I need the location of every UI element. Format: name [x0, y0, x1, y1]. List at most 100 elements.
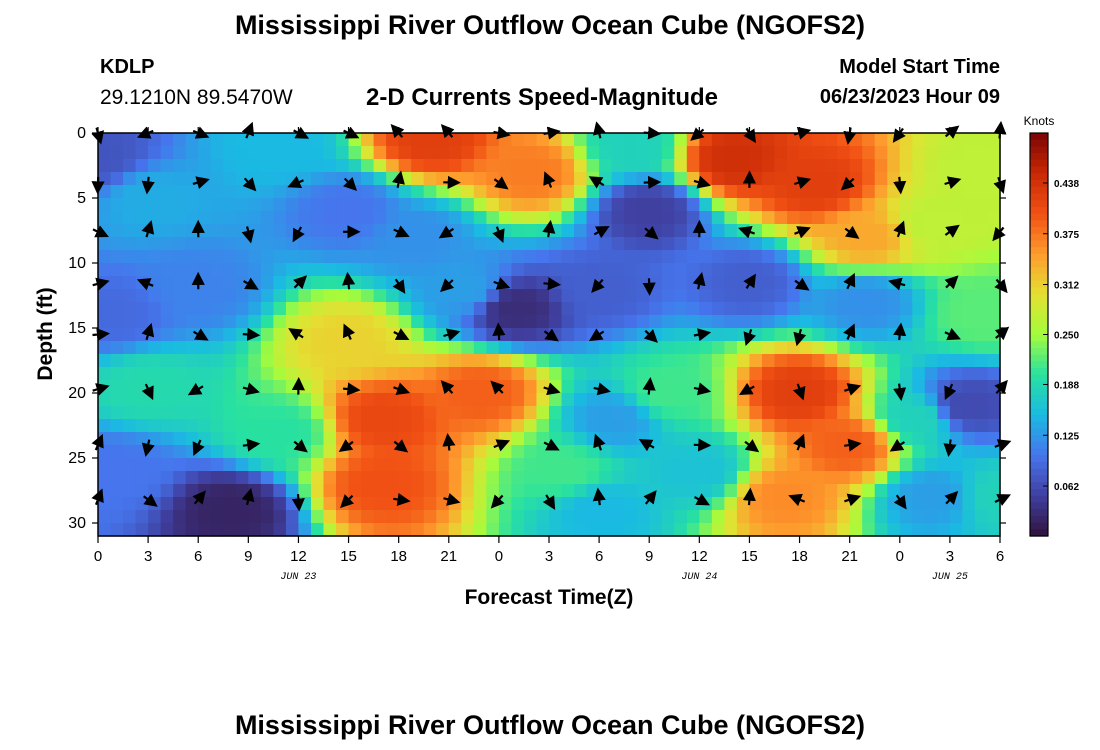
heatmap-cell — [298, 406, 312, 420]
current-vector-arrow — [944, 224, 960, 238]
heatmap-cell — [599, 432, 613, 446]
heatmap-cell — [536, 211, 550, 225]
heatmap-cell — [260, 510, 274, 524]
heatmap-cell — [874, 276, 888, 290]
heatmap-cell — [461, 523, 475, 537]
heatmap-cell — [924, 185, 938, 199]
heatmap-cell — [987, 146, 1001, 160]
heatmap-cell — [498, 354, 513, 368]
heatmap-cell — [699, 159, 713, 173]
heatmap-cell — [423, 133, 437, 147]
heatmap-cell — [849, 146, 863, 160]
heatmap-cell — [949, 484, 964, 498]
heatmap-cell — [461, 185, 475, 199]
heatmap-cell — [210, 367, 224, 381]
heatmap-cell — [210, 393, 224, 407]
heatmap-cell — [624, 159, 638, 173]
heatmap-cell — [198, 276, 212, 290]
heatmap-cell — [599, 133, 613, 147]
heatmap-cell — [436, 341, 450, 355]
heatmap-cell — [511, 302, 525, 316]
heatmap-cell — [411, 159, 425, 173]
heatmap-cell — [461, 250, 475, 264]
heatmap-cell — [674, 341, 688, 355]
heatmap-cell — [448, 406, 462, 420]
heatmap-cell — [273, 159, 287, 173]
colorbar-swatch — [1030, 220, 1048, 228]
heatmap-cell — [549, 406, 563, 420]
heatmap-cell — [185, 471, 199, 485]
heatmap-cell — [787, 224, 801, 238]
heatmap-cell — [473, 224, 487, 238]
heatmap-cell — [937, 276, 951, 290]
heatmap-cell — [185, 133, 199, 147]
heatmap-cell — [423, 302, 437, 316]
x-tick-label: 6 — [194, 548, 202, 565]
heatmap-cell — [812, 250, 826, 264]
heatmap-cell — [686, 172, 700, 186]
heatmap-cell — [210, 250, 224, 264]
heatmap-cell — [912, 497, 926, 511]
colorbar-tick-label: 0.188 — [1054, 380, 1079, 391]
heatmap-cell — [987, 419, 1001, 433]
heatmap-cell — [273, 276, 287, 290]
heatmap-cell — [173, 185, 187, 199]
heatmap-cell — [436, 406, 450, 420]
heatmap-cell — [624, 354, 638, 368]
heatmap-cell — [486, 367, 500, 381]
date-label: JUN 25 — [932, 572, 968, 583]
heatmap-cell — [198, 341, 212, 355]
heatmap-cell — [774, 380, 788, 394]
heatmap-cell — [549, 263, 563, 277]
current-vector-arrow — [141, 220, 155, 238]
heatmap-cell — [749, 185, 763, 199]
heatmap-cell — [749, 497, 763, 511]
heatmap-cell — [373, 458, 387, 472]
colorbar-tick-label: 0.250 — [1054, 331, 1079, 342]
heatmap-cell — [774, 276, 788, 290]
heatmap-cell — [523, 211, 538, 225]
heatmap-cell — [448, 445, 462, 459]
heatmap-cell — [110, 523, 124, 537]
heatmap-cell — [536, 185, 550, 199]
heatmap-cell — [98, 510, 112, 524]
heatmap-cell — [285, 263, 300, 277]
colorbar-swatch — [1030, 146, 1048, 154]
heatmap-cell — [974, 289, 989, 303]
heatmap-cell — [173, 419, 187, 433]
heatmap-cell — [148, 432, 162, 446]
heatmap-cell — [436, 523, 450, 537]
heatmap-cell — [874, 185, 888, 199]
heatmap-cell — [674, 458, 688, 472]
heatmap-cell — [461, 224, 475, 238]
current-vector-arrow — [944, 275, 959, 290]
x-axis-label: Forecast Time(Z) — [465, 586, 634, 609]
heatmap-cell — [574, 497, 588, 511]
heatmap-cell — [974, 146, 989, 160]
heatmap-cell — [724, 185, 738, 199]
heatmap-cell — [912, 133, 926, 147]
current-vector-arrow — [392, 278, 406, 294]
heatmap-cell — [912, 315, 926, 329]
heatmap-cell — [511, 445, 525, 459]
heatmap-cell — [411, 237, 425, 251]
colorbar-swatch — [1030, 394, 1048, 403]
heatmap-cell — [974, 406, 989, 420]
heatmap-cell — [511, 211, 525, 225]
colorbar-tick-label: 0.062 — [1054, 482, 1079, 493]
heatmap-cell — [135, 133, 149, 147]
heatmap-cell — [135, 471, 149, 485]
current-vector-arrow — [638, 439, 655, 452]
heatmap-cell — [949, 510, 964, 524]
heatmap-cell — [962, 367, 976, 381]
current-vector-arrow — [241, 487, 255, 506]
heatmap-cell — [949, 211, 964, 225]
heatmap-cell — [235, 172, 249, 186]
colorbar-swatch — [1030, 421, 1048, 430]
heatmap-cell — [310, 380, 325, 394]
heatmap-cell — [736, 419, 751, 433]
heatmap-cell — [674, 263, 688, 277]
heatmap-cell — [849, 289, 863, 303]
colorbar-swatch — [1030, 529, 1048, 537]
heatmap-cell — [724, 237, 738, 251]
